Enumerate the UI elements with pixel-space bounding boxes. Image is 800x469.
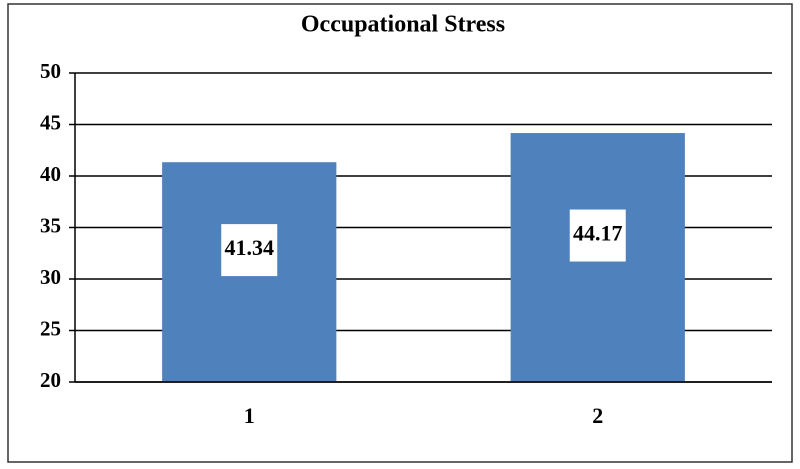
- chart-title: Occupational Stress: [301, 12, 505, 38]
- y-tick-label: 45: [40, 110, 61, 134]
- value-label: 44.17: [573, 221, 623, 246]
- y-tick-label: 25: [40, 316, 61, 340]
- value-label-box: [569, 209, 626, 262]
- y-tick-label: 40: [40, 162, 61, 186]
- y-tick-label: 20: [40, 368, 61, 392]
- x-tick-label: 1: [244, 403, 255, 428]
- x-tick-label: 2: [592, 403, 603, 428]
- value-label-box: [221, 224, 278, 277]
- y-tick-label: 50: [40, 59, 61, 83]
- y-tick-label: 30: [40, 265, 61, 289]
- y-tick-label: 35: [40, 213, 61, 237]
- value-label: 41.34: [225, 235, 275, 260]
